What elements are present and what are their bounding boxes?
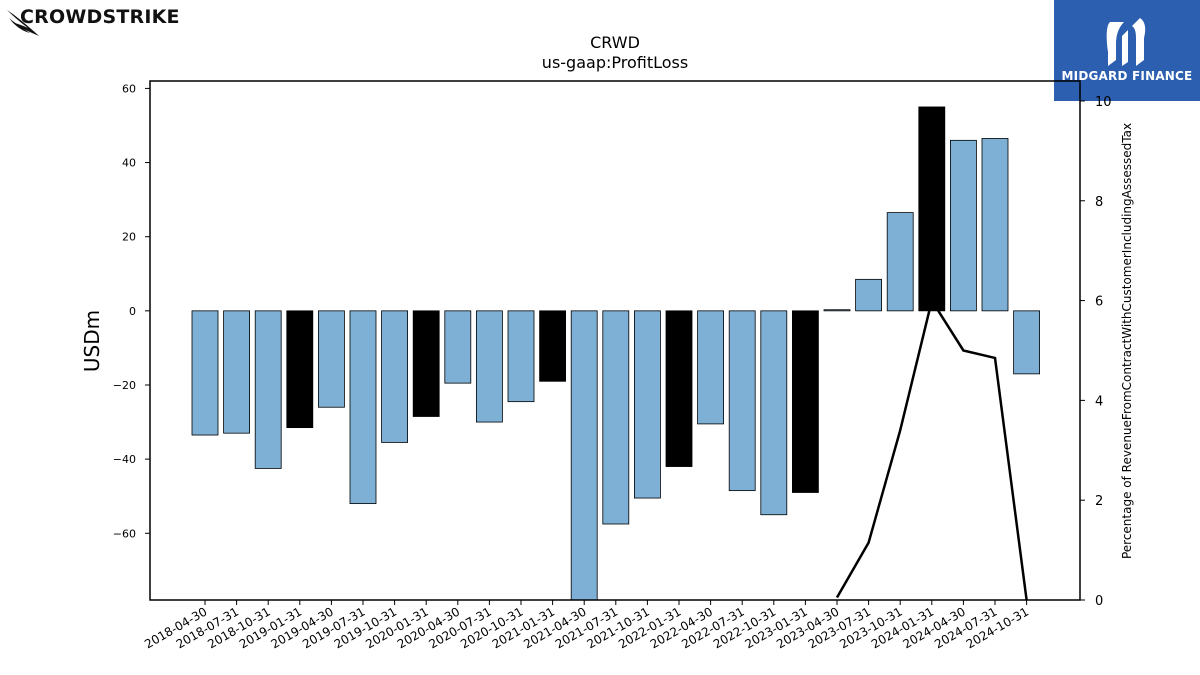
bar: [728, 310, 756, 492]
bar: [191, 310, 219, 436]
left-tick-label: 40: [122, 157, 136, 170]
chart-subtitle: us-gaap:ProfitLoss: [542, 53, 688, 72]
bar: [665, 310, 693, 467]
chart-title: CRWD: [590, 33, 640, 52]
right-y-axis: 0 2 4 6 8 10: [1080, 95, 1112, 609]
bar: [760, 310, 788, 516]
bar: [823, 309, 851, 312]
bar: [349, 310, 377, 505]
bar: [507, 310, 535, 403]
bar: [223, 310, 251, 434]
left-axis-label: USDm: [80, 310, 104, 372]
crowdstrike-wordmark: CROWDSTRIKE: [20, 6, 180, 28]
falcon-icon: [7, 10, 39, 36]
right-tick-label: 10: [1095, 95, 1112, 110]
bar: [444, 310, 472, 384]
bar: [950, 139, 977, 312]
bar: [286, 310, 314, 429]
bar: [697, 310, 724, 425]
bar-series: [191, 106, 1040, 601]
bar: [886, 212, 914, 312]
bar: [381, 310, 409, 443]
bar: [570, 310, 598, 601]
left-tick-label: 60: [122, 82, 136, 95]
right-tick-label: 2: [1095, 494, 1103, 509]
plot-frame: [149, 80, 1081, 601]
left-tick-label: −20: [113, 379, 136, 392]
left-y-axis: −60 −40 −20 0 20 40 60: [113, 82, 150, 540]
x-axis: 2018-04-302018-07-312018-10-312019-01-31…: [142, 600, 1031, 651]
line-path: [835, 297, 1028, 601]
crowdstrike-logo: CROWDSTRIKE: [6, 6, 206, 38]
bar: [981, 138, 1009, 312]
bar: [254, 310, 282, 469]
percentage-line-series: [835, 297, 1028, 601]
bar: [792, 310, 819, 493]
bar: [918, 106, 946, 312]
midgard-emblem-icon: [1106, 18, 1146, 66]
right-tick-label: 6: [1095, 295, 1103, 310]
right-tick-label: 0: [1095, 594, 1103, 609]
bar: [539, 310, 566, 382]
bar: [602, 310, 630, 525]
bar: [475, 310, 503, 423]
left-tick-label: 20: [122, 231, 136, 244]
midgard-finance-wordmark: MIDGARD FINANCE: [1061, 69, 1193, 83]
left-tick-label: 0: [129, 305, 136, 318]
bar: [317, 310, 345, 408]
left-tick-label: −60: [113, 527, 136, 540]
right-tick-label: 4: [1095, 394, 1103, 409]
bar: [412, 310, 440, 417]
bar: [634, 310, 661, 499]
right-axis-label: Percentage of RevenueFromContractWithCus…: [1120, 123, 1134, 559]
right-tick-label: 8: [1095, 195, 1103, 210]
left-tick-label: −40: [113, 453, 136, 466]
bar: [855, 278, 882, 312]
bar: [1013, 310, 1040, 375]
midgard-finance-logo: MIDGARD FINANCE: [1054, 0, 1200, 101]
